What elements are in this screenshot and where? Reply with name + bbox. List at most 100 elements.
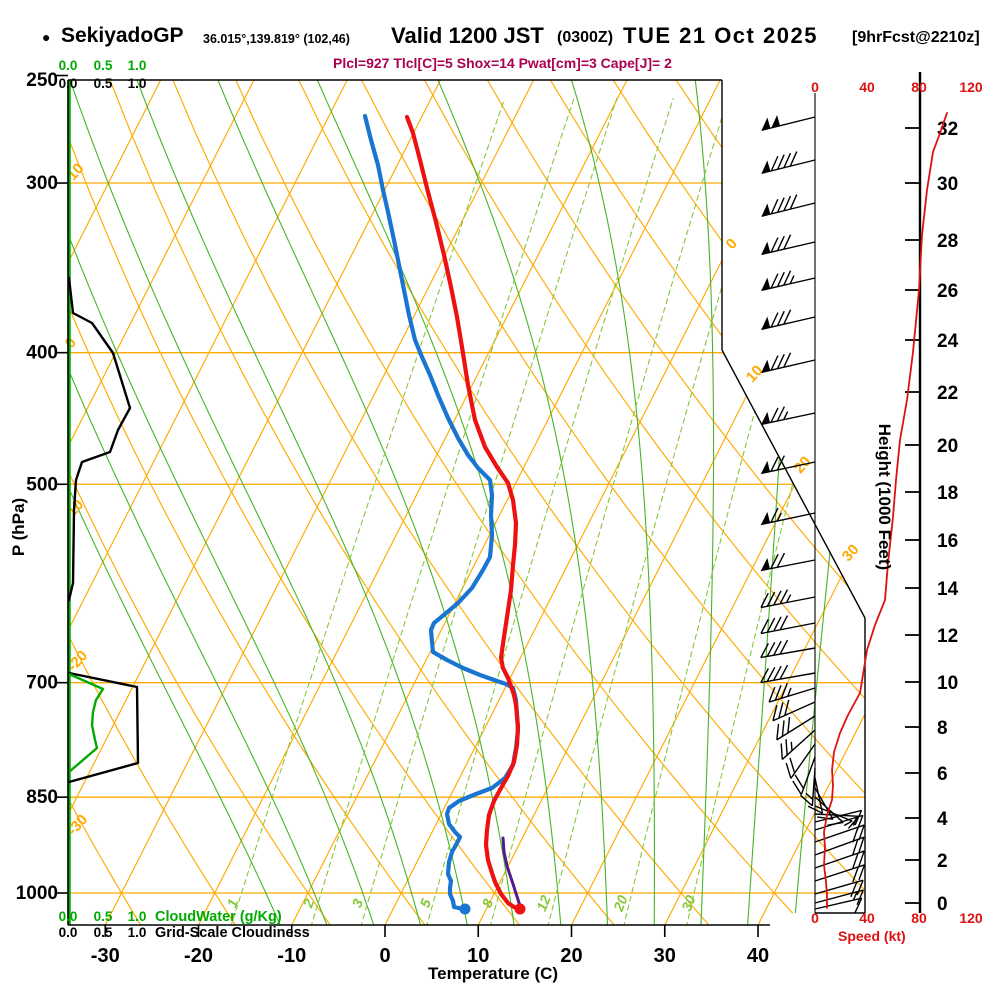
wind-barb xyxy=(768,683,816,703)
wind-barb-full xyxy=(766,641,776,657)
wind-barb-half xyxy=(787,687,792,697)
wind-barb-staff xyxy=(814,787,834,820)
temperature-tick-label: 0 xyxy=(379,945,390,967)
isotherm-line xyxy=(381,80,817,925)
wind-barb-staff xyxy=(761,277,816,292)
isotherm-line xyxy=(475,80,865,925)
wind-barb-full xyxy=(783,234,792,250)
wind-barb-full xyxy=(776,271,785,287)
height-tick-label: 26 xyxy=(937,281,958,302)
frame-right-diagonal xyxy=(721,349,866,619)
wind-barb xyxy=(814,879,864,898)
speed-curve xyxy=(823,112,948,909)
station-coordinates: 36.015°,139.819° (102,46) xyxy=(203,32,350,46)
wind-barb-staff xyxy=(761,116,816,131)
mixing-ratio-label: 20 xyxy=(610,893,631,915)
wind-barb-full xyxy=(789,757,796,774)
temperature-tick-label: -30 xyxy=(91,945,120,967)
height-tick-label: 8 xyxy=(937,718,948,739)
wind-barb-full xyxy=(776,552,786,568)
wind-barb-full xyxy=(770,312,779,328)
wind-barb-full xyxy=(766,666,776,682)
cloudwater-scale-bottom: 0.0 xyxy=(59,909,78,924)
cloudwater-scale-top: 1.0 xyxy=(128,58,147,73)
wind-barb-staff xyxy=(761,512,816,526)
wind-barb-staff xyxy=(814,864,865,882)
moist-adiabat-line xyxy=(433,80,609,925)
wind-barb-staff xyxy=(814,836,865,856)
isotherm-line xyxy=(661,80,865,925)
wind-barb-full xyxy=(789,194,798,210)
wind-barb-staff xyxy=(760,672,816,684)
wind-barb-full xyxy=(779,589,789,605)
wind-barb-full xyxy=(766,617,776,633)
height-tick-label: 28 xyxy=(937,231,958,252)
wind-barb xyxy=(814,864,866,883)
wind-barb-full xyxy=(787,716,791,734)
wind-barb xyxy=(761,194,816,217)
cloudiness-curve-upper xyxy=(67,276,132,602)
temperature-tick-label: 40 xyxy=(747,945,769,967)
wind-barb-full xyxy=(856,889,864,906)
wind-barb-staff xyxy=(814,805,853,822)
mixing-ratio-line xyxy=(685,98,865,925)
wind-barb-full xyxy=(858,836,865,853)
wind-barb-staff xyxy=(760,596,816,609)
wind-barb-full xyxy=(852,826,859,843)
wind-barb-staff xyxy=(814,824,865,843)
wind-barb-full xyxy=(858,864,866,881)
mixing-ratio-line xyxy=(547,98,777,925)
height-tick-label: 6 xyxy=(937,764,948,785)
wind-barb-full xyxy=(774,684,782,701)
moist-adiabat-line xyxy=(68,80,329,925)
wind-barb-full xyxy=(847,815,860,829)
wind-barb-full xyxy=(785,739,788,756)
mixing-ratio-line xyxy=(425,98,674,925)
wind-barb-staff xyxy=(776,715,816,741)
speed-tick-label-top: 120 xyxy=(959,79,983,95)
wind-barb-pennant xyxy=(761,117,771,131)
wind-barb-full xyxy=(852,852,859,869)
speed-tick-label-bottom: 40 xyxy=(859,910,875,926)
wind-barb-full xyxy=(783,270,792,286)
wind-barb-full xyxy=(783,352,792,368)
wind-barb-pennant xyxy=(761,359,771,373)
wind-barb xyxy=(761,352,816,374)
wind-barbs-layer xyxy=(760,115,866,913)
wind-barb-full xyxy=(807,805,823,814)
moist-adiabat-line xyxy=(132,80,469,925)
wind-barb-full xyxy=(773,590,782,606)
wind-barb-full xyxy=(777,197,785,213)
wind-barb xyxy=(760,615,816,635)
pressure-tick-label: 700 xyxy=(26,673,58,694)
wind-barb-pennant xyxy=(761,277,771,291)
wind-barb-full xyxy=(770,456,779,472)
wind-barb xyxy=(761,234,816,256)
wind-barb xyxy=(761,309,816,331)
wind-barb-pennant xyxy=(761,160,771,174)
dry-adiabat-line xyxy=(231,80,807,925)
wind-barb xyxy=(776,715,816,741)
wind-barb-pennant xyxy=(761,316,771,330)
wind-barb xyxy=(760,664,816,684)
dewpoint-curve xyxy=(362,113,521,912)
wind-barb-pennant xyxy=(761,241,771,255)
moist-adiabat-line xyxy=(568,80,655,925)
height-tick-label: 24 xyxy=(937,331,959,352)
cloudiness-scale-bottom: 0.0 xyxy=(59,925,78,940)
wind-barb-full xyxy=(781,720,785,737)
wind-barb-full xyxy=(783,195,792,212)
wind-barb-staff xyxy=(814,809,862,823)
wind-barb-full xyxy=(779,639,789,655)
wind-barb-full xyxy=(776,723,780,740)
mixing-ratio-label: 8 xyxy=(478,896,496,909)
wind-barb-full xyxy=(780,743,783,760)
mixing-ratio-label: 5 xyxy=(416,896,434,909)
isotherm-line xyxy=(102,80,537,925)
pressure-tick-label: 850 xyxy=(26,787,58,808)
wind-barb-pennant xyxy=(761,558,770,571)
wind-barb-staff xyxy=(761,202,816,217)
wind-barb-full xyxy=(770,355,779,371)
wind-barb xyxy=(761,455,816,475)
